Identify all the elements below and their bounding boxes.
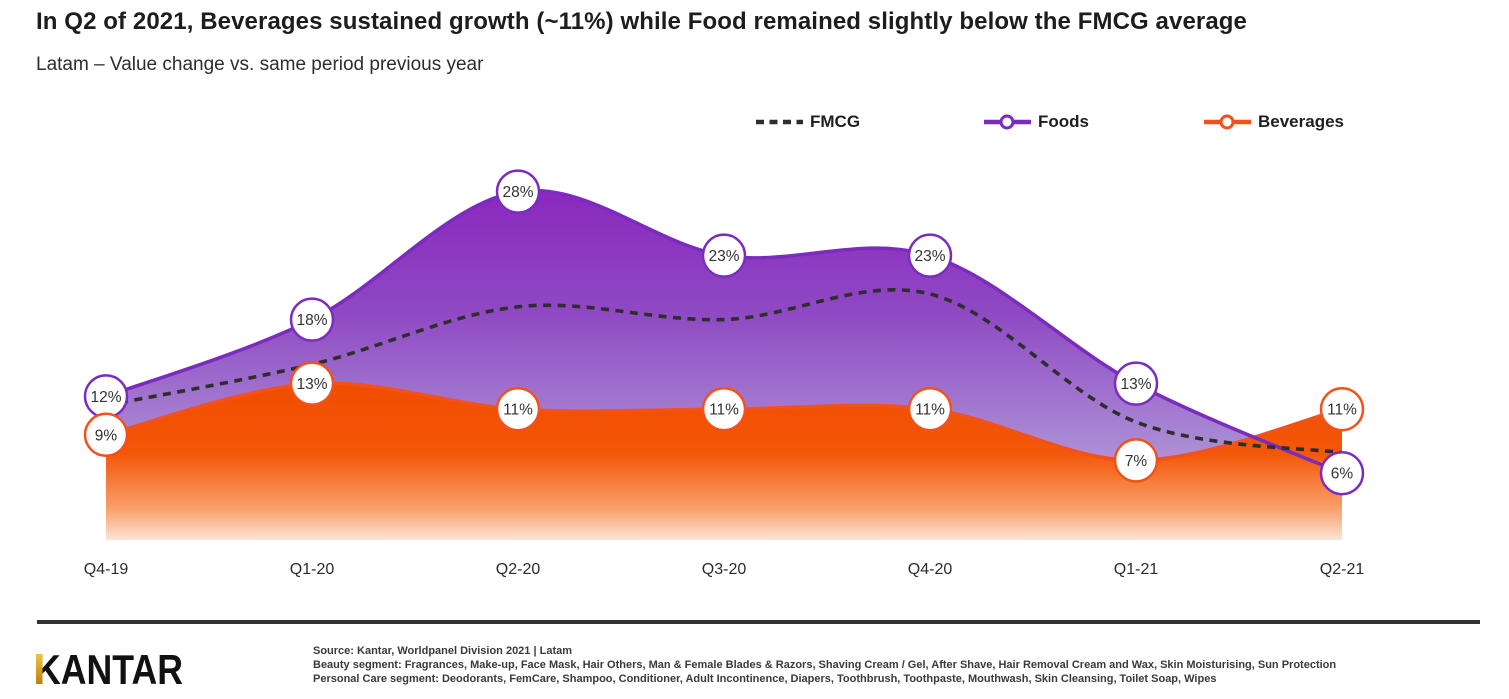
chart-legend: FMCG Foods Beverages (0, 112, 1509, 138)
kantar-logo-graphic: KANTAR (35, 646, 183, 693)
x-axis-label: Q3-20 (702, 561, 747, 578)
beverages-data-point (289, 361, 335, 406)
foods-line-marker-icon (984, 114, 1031, 130)
beauty-segment-line: Beauty segment: Fragrances, Make-up, Fac… (313, 658, 1337, 671)
foods-data-label: 12% (90, 389, 121, 406)
fmcg-dashed-line-icon (756, 119, 803, 125)
legend-label-foods: Foods (1038, 112, 1089, 131)
foods-data-point (701, 233, 747, 278)
source-line: Source: Kantar, Worldpanel Division 2021… (313, 645, 573, 657)
footer-divider (37, 620, 1480, 624)
page-subtitle: Latam – Value change vs. same period pre… (36, 54, 484, 75)
beverages-area (106, 383, 1342, 540)
beverages-data-label: 11% (709, 402, 739, 419)
personal-care-segment-line: Personal Care segment: Deodorants, FemCa… (313, 672, 1217, 685)
x-axis-label: Q1-21 (1114, 561, 1159, 578)
footer-notes: Source: Kantar, Worldpanel Division 2021… (313, 645, 1463, 686)
legend-item-beverages: Beverages (1203, 112, 1344, 132)
beverages-data-label: 11% (1327, 402, 1357, 419)
beverages-data-label: 9% (95, 427, 118, 444)
x-axis-label: Q1-20 (290, 561, 335, 578)
beverages-data-label: 11% (915, 402, 945, 419)
area-chart: Q4-19 Q1-20 Q2-20 Q3-20 Q4-20 Q1-21 Q2-21 12% 18… (0, 150, 1509, 600)
beverages-data-label: 11% (503, 402, 533, 419)
beverages-data-point (83, 412, 129, 458)
chart-canvas: Q4-19 Q1-20 Q2-20 Q3-20 Q4-20 Q1-21 Q2-21 12% 18… (83, 169, 1365, 578)
beverages-data-point (701, 386, 747, 432)
foods-data-label: 18% (296, 312, 327, 329)
kantar-logo-gold-bar (36, 654, 43, 684)
beverages-data-point (495, 386, 541, 432)
foods-data-label: 28% (502, 184, 533, 201)
x-axis-label: Q4-20 (908, 561, 953, 578)
foods-data-point (1319, 450, 1365, 496)
beverages-data-point (1113, 438, 1159, 483)
beverages-data-point (1319, 386, 1365, 432)
legend-item-foods: Foods (983, 112, 1089, 132)
beverages-line-marker-icon (1204, 114, 1251, 130)
foods-data-point (907, 233, 953, 278)
foods-data-point (289, 297, 335, 342)
foods-data-label: 23% (914, 248, 945, 265)
foods-data-label: 6% (1331, 466, 1354, 483)
page-title: In Q2 of 2021, Beverages sustained growt… (36, 8, 1247, 35)
x-axis-label: Q2-20 (496, 561, 541, 578)
foods-data-point (1113, 361, 1159, 406)
foods-data-label: 13% (1120, 376, 1151, 393)
kantar-logo: KANTAR (33, 644, 208, 695)
legend-label-beverages: Beverages (1258, 112, 1345, 131)
beverages-data-point (907, 386, 953, 432)
beverages-data-label: 7% (1125, 453, 1148, 470)
x-axis-label: Q4-19 (84, 561, 129, 578)
x-axis-label: Q2-21 (1320, 561, 1365, 578)
foods-data-point (495, 169, 541, 214)
kantar-logo-text: KANTAR (35, 646, 183, 690)
beverages-data-label: 13% (296, 376, 327, 393)
legend-item-fmcg: FMCG (755, 112, 860, 132)
legend-label-fmcg: FMCG (810, 112, 861, 131)
foods-data-label: 23% (708, 248, 739, 265)
